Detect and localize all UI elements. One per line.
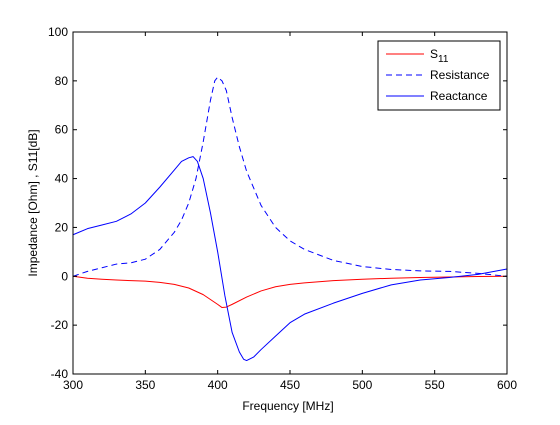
x-tick-label: 300 — [63, 378, 83, 392]
x-axis-label: Frequency [MHz] — [242, 399, 333, 413]
y-tick-label: 60 — [55, 123, 69, 137]
series-layer — [72, 76, 508, 362]
x-tick-label: 350 — [135, 378, 155, 392]
y-tick-label: 80 — [55, 74, 69, 88]
legend: S11 Resistance Reactance — [377, 40, 501, 111]
y-tick-label: -40 — [51, 367, 69, 381]
x-tick-label: 500 — [352, 378, 372, 392]
x-tick-label: 450 — [280, 378, 300, 392]
y-axis-label: Impedance [Ohm] , S11[dB] — [26, 129, 40, 276]
legend-label: Reactance — [430, 89, 488, 103]
x-tick-label: 550 — [425, 378, 445, 392]
series-line-s11 — [72, 275, 508, 309]
y-tick-label: 100 — [48, 25, 68, 39]
y-tick-label: 20 — [55, 220, 69, 234]
x-tick-label: 400 — [208, 378, 228, 392]
axes-layer: 300 350 400 450 500 550 600 -40 -20 0 20 40 60 80 100 — [48, 25, 517, 392]
legend-label: S11 — [430, 47, 449, 65]
x-tick-label: 600 — [497, 378, 517, 392]
y-tick-label: -20 — [51, 318, 69, 332]
legend-label: Resistance — [430, 68, 490, 82]
series-line-resistance — [72, 76, 508, 277]
y-tick-label: 40 — [55, 172, 69, 186]
series-line-reactance — [72, 156, 508, 362]
y-tick-label: 0 — [61, 269, 68, 283]
